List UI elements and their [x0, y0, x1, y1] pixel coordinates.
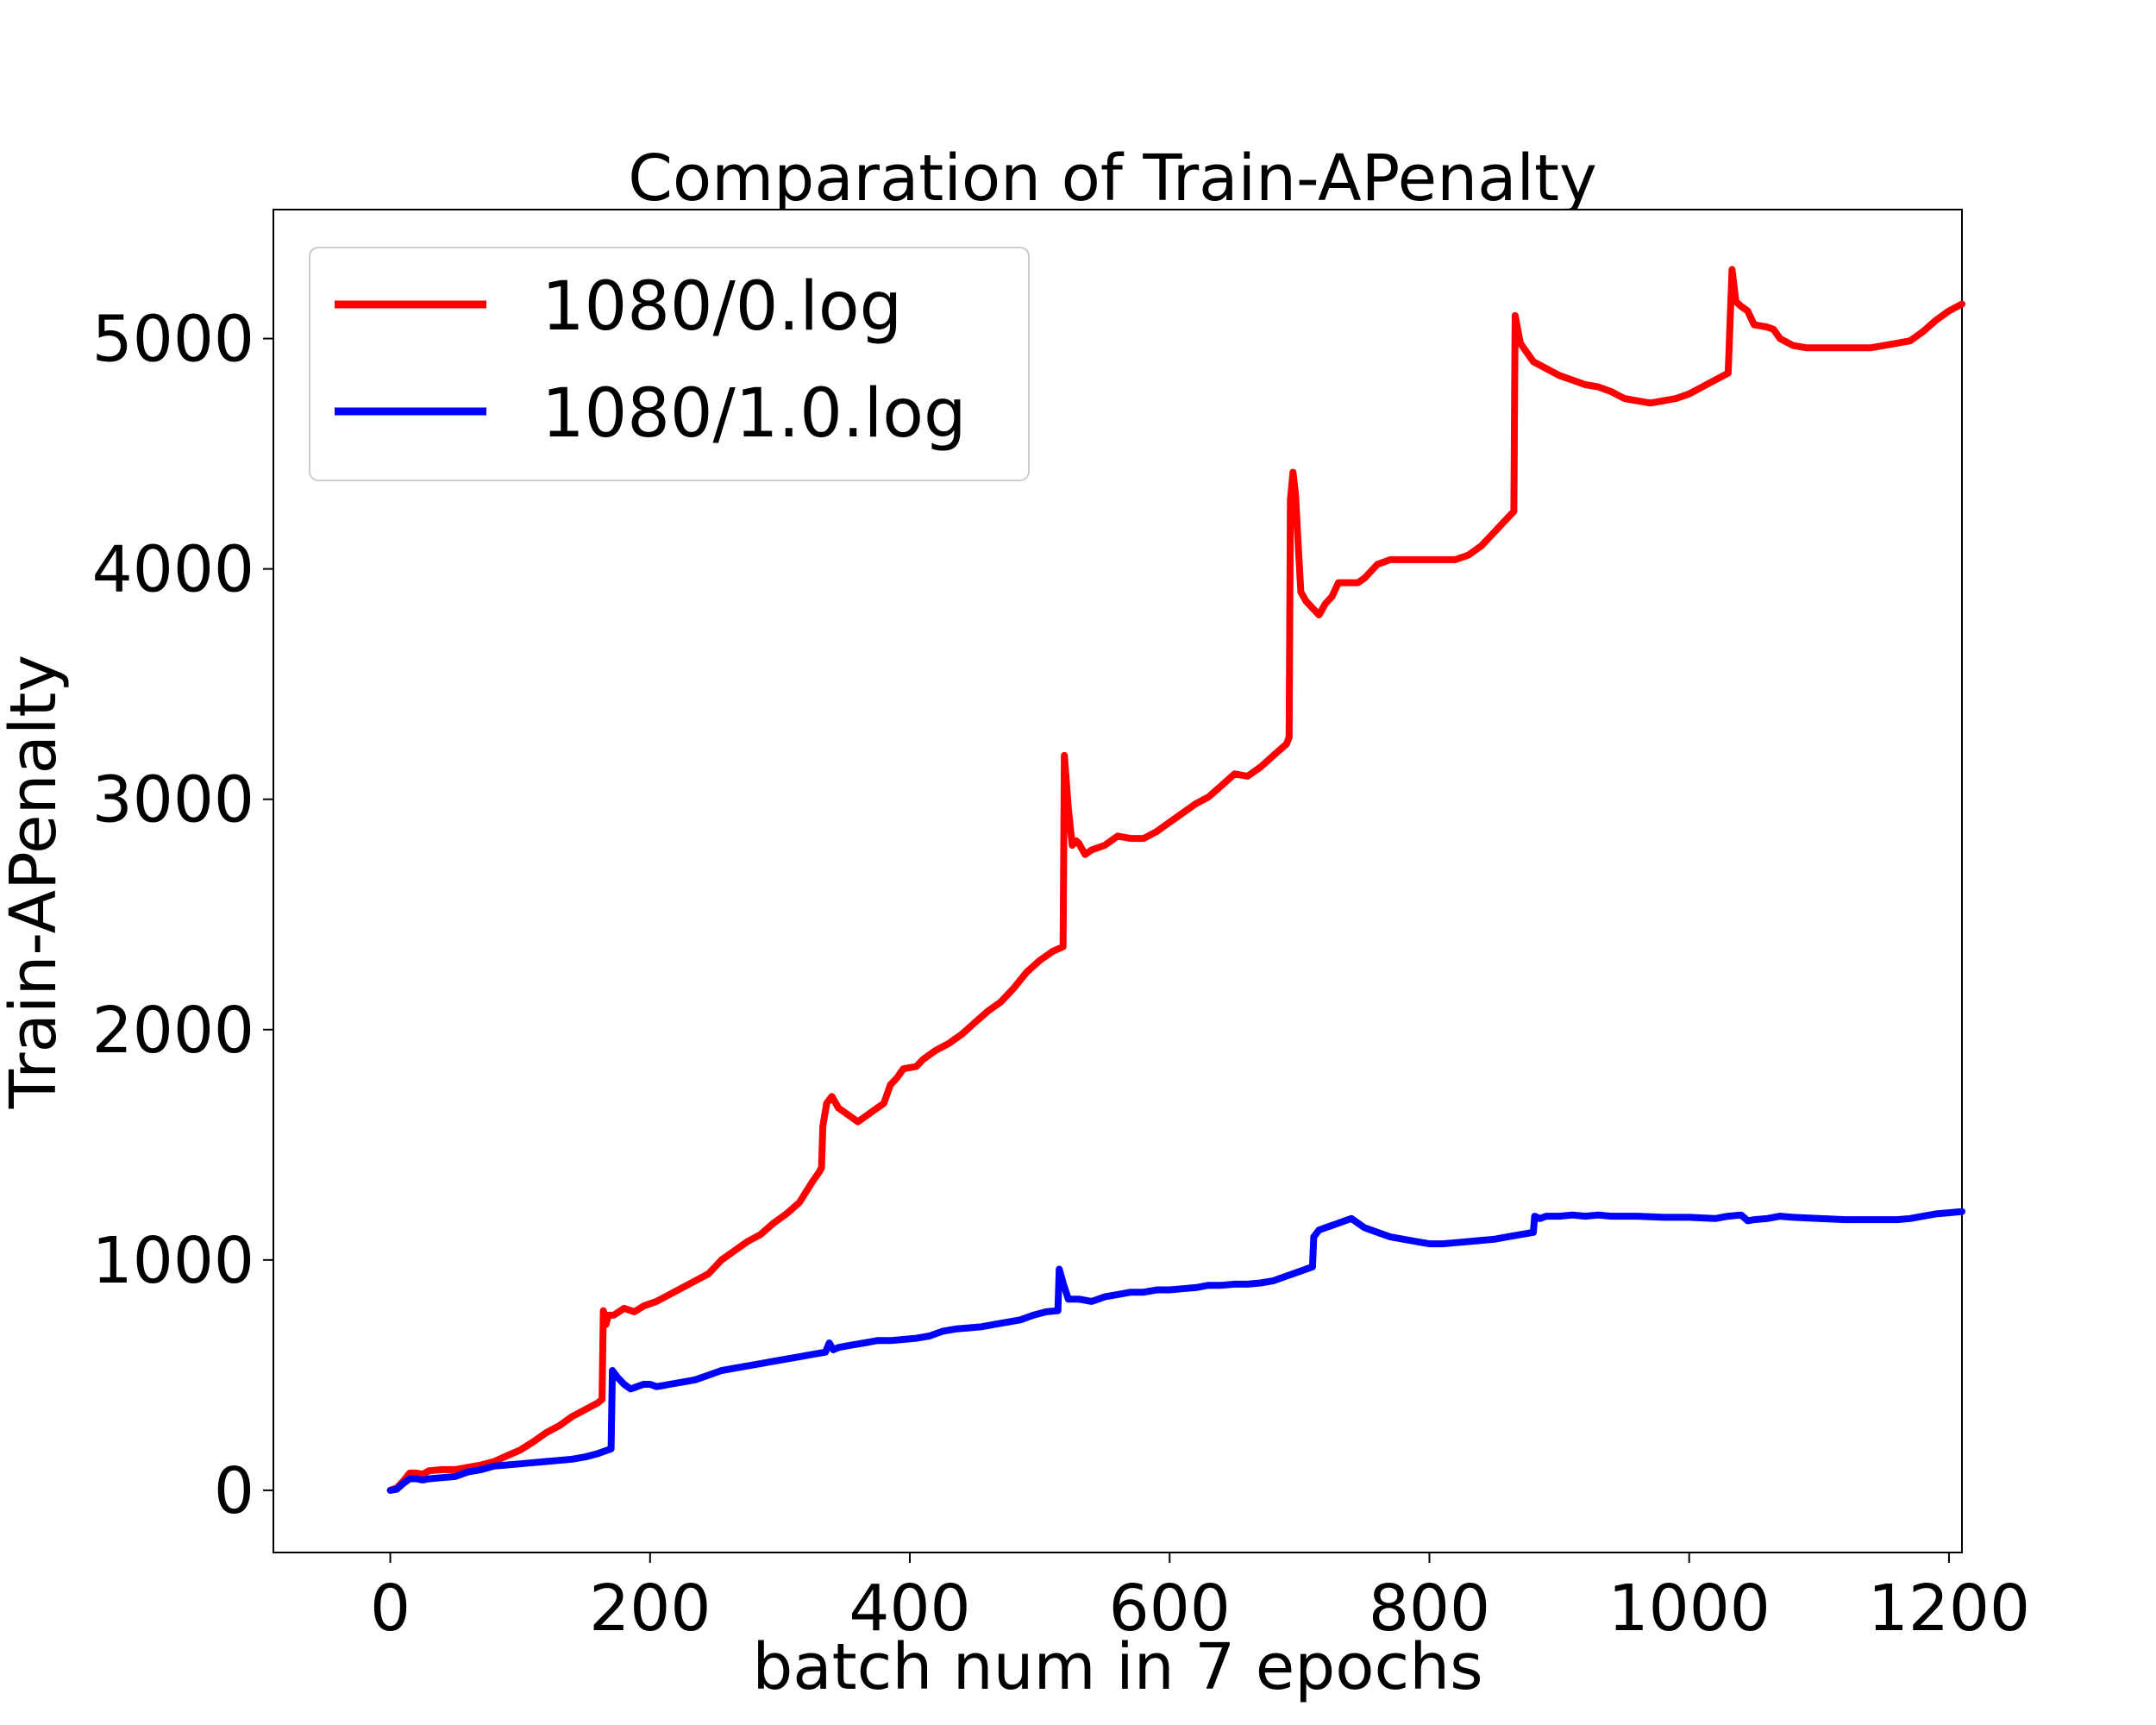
series-lines: [386, 266, 1965, 1494]
series-line-blue: [386, 1208, 1965, 1494]
legend-box: [309, 247, 1030, 481]
x-axis-label: batch num in 7 epochs: [752, 1630, 1482, 1704]
x-axis-ticks: 0 200 400 600 800 1000 1200: [370, 1552, 2030, 1646]
x-tick-label: 0: [370, 1571, 411, 1646]
y-tick-label: 2000: [92, 994, 254, 1068]
y-axis-ticks: 0 1000 2000 3000 4000 5000: [92, 303, 273, 1528]
chart-title: Comparation of Train-APenalty: [628, 141, 1597, 216]
legend: 1080/0.log 1080/1.0.log: [309, 247, 1030, 481]
x-tick-label: 600: [1109, 1571, 1231, 1646]
x-tick-label: 1000: [1608, 1571, 1771, 1646]
x-tick-label: 1200: [1868, 1571, 2030, 1646]
y-axis-label: Train-APenalty: [0, 655, 71, 1109]
legend-label-red: 1080/0.log: [542, 268, 902, 346]
y-tick-label: 1000: [92, 1224, 254, 1298]
x-tick-label: 200: [589, 1571, 711, 1646]
series-line-red: [386, 266, 1965, 1494]
y-tick-label: 4000: [92, 533, 254, 607]
legend-label-blue: 1080/1.0.log: [542, 375, 967, 453]
y-tick-label: 5000: [92, 303, 254, 377]
x-tick-label: 400: [849, 1571, 970, 1646]
y-tick-label: 3000: [92, 763, 254, 837]
y-tick-label: 0: [214, 1454, 254, 1528]
x-tick-label: 800: [1369, 1571, 1490, 1646]
